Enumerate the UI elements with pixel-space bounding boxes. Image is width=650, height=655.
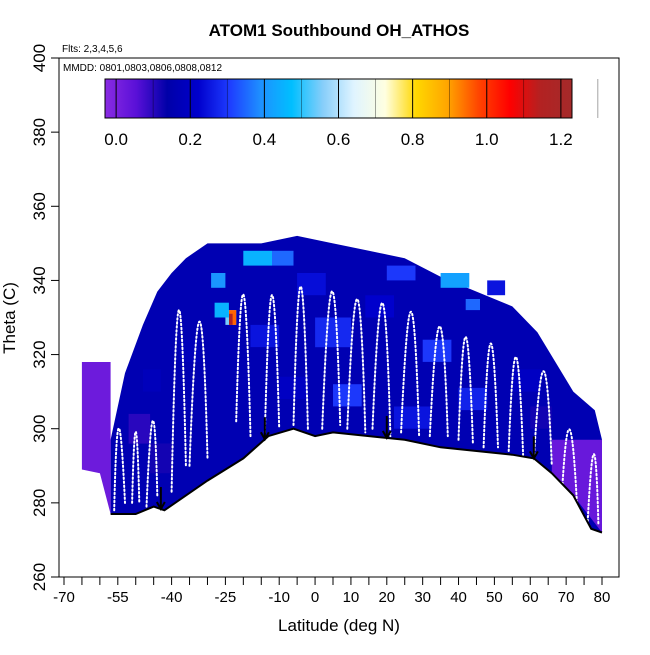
heatmap-cell — [315, 317, 351, 348]
heatmap-area — [81, 235, 603, 534]
heatmap-cell — [128, 413, 151, 444]
arrow-head — [528, 450, 539, 461]
heatmap-cell — [243, 250, 272, 266]
colorbar-tick-label: 1.0 — [475, 130, 499, 149]
heatmap-cell — [214, 302, 229, 318]
x-tick-label: 50 — [486, 589, 503, 606]
flights-subtitle: Flts: 2,3,4,5,6 — [62, 44, 123, 55]
lower-boundary — [110, 427, 603, 534]
arrow-head — [381, 430, 392, 440]
y-tick-label: 400 — [30, 44, 49, 72]
x-tick-label: -25 — [215, 589, 237, 606]
colorbar-tick-label: 0.2 — [178, 130, 202, 149]
arrow-head — [259, 431, 270, 442]
x-tick-label: 40 — [450, 589, 467, 606]
flight-track — [188, 320, 209, 467]
x-tick-label: 10 — [343, 589, 360, 606]
x-tick-label: -70 — [53, 589, 75, 606]
colorbar: 0.0 0.2 0.4 0.6 0.8 1.0 1.2 — [104, 78, 599, 149]
x-tick-label: 70 — [558, 589, 575, 606]
x-tick-label: -55 — [107, 589, 129, 606]
flight-track — [586, 453, 600, 527]
heatmap-cell — [530, 406, 552, 429]
y-tick-label: 320 — [30, 340, 49, 368]
x-tick-label: 60 — [522, 589, 539, 606]
x-tick-label: 30 — [414, 589, 431, 606]
heatmap-cell — [250, 324, 280, 348]
y-tick-label: 340 — [30, 266, 49, 294]
heatmap-cell — [465, 299, 480, 311]
turnaround-arrows — [155, 415, 539, 512]
heatmap-low-region-west — [81, 362, 111, 514]
heatmap-cell — [272, 250, 294, 266]
heatmap-cell — [440, 273, 470, 288]
chart-title: ATOM1 Southbound OH_ATHOS — [209, 21, 470, 40]
flight-track — [346, 298, 367, 434]
flight-tracks — [113, 285, 600, 527]
flight-track — [428, 325, 449, 438]
heatmap-cell — [365, 295, 394, 318]
colorbar-tick-label: 1.2 — [549, 130, 573, 149]
y-tick-label: 280 — [30, 489, 49, 517]
x-tick-label: 80 — [594, 589, 611, 606]
flight-track — [131, 430, 141, 504]
heatmap-cell — [487, 280, 506, 296]
heatmap-cell — [458, 387, 488, 411]
flight-track — [507, 356, 525, 456]
flight-track — [235, 293, 252, 438]
flight-track — [400, 310, 421, 438]
heatmap-cell — [512, 369, 541, 392]
flight-track — [292, 285, 309, 430]
y-tick-label: 360 — [30, 192, 49, 220]
heatmap-cell — [386, 265, 416, 281]
x-tick-label: 0 — [311, 589, 319, 606]
heatmap-cell — [394, 406, 430, 429]
heatmap-cell — [297, 273, 326, 296]
flight-track — [457, 336, 474, 445]
y-tick-label: 300 — [30, 415, 49, 443]
flight-track — [170, 309, 187, 493]
dates-subtitle: MMDD: 0801,0803,0806,0808,0812 — [63, 63, 222, 74]
x-axis: -70 -55 -40 -25 -10 0 10 20 30 40 50 60 70 80 — [53, 577, 610, 606]
flight-track — [532, 370, 553, 467]
colorbar-tick-label: 0.8 — [401, 130, 425, 149]
colorbar-tick-label: 0.6 — [327, 130, 351, 149]
flight-track — [263, 294, 281, 434]
heatmap-cell — [211, 273, 226, 288]
heatmap-cell — [150, 443, 172, 474]
heatmap-cell — [333, 384, 362, 407]
y-axis: 260 280 300 320 340 360 380 400 — [30, 44, 60, 591]
heatmap-cell — [229, 313, 233, 325]
heatmap-cell — [207, 406, 237, 429]
x-axis-label: Latitude (deg N) — [278, 616, 400, 635]
heatmap-cell — [142, 369, 161, 392]
flight-track — [561, 428, 578, 504]
x-tick-label: -10 — [268, 589, 290, 606]
flight-track — [145, 419, 159, 508]
y-tick-label: 260 — [30, 563, 49, 591]
x-tick-label: 20 — [378, 589, 395, 606]
colorbar-tick-label: 0.4 — [253, 130, 277, 149]
flight-track — [321, 290, 342, 430]
y-axis-label: Theta (C) — [0, 282, 19, 354]
arrow-head — [155, 501, 166, 512]
flight-track — [113, 427, 126, 512]
x-tick-label: -40 — [161, 589, 183, 606]
colorbar-tick-label: 0.0 — [104, 130, 128, 149]
lower-boundary-line — [110, 427, 603, 534]
flight-track — [482, 342, 499, 449]
flight-track — [371, 302, 392, 438]
y-tick-label: 380 — [30, 118, 49, 146]
